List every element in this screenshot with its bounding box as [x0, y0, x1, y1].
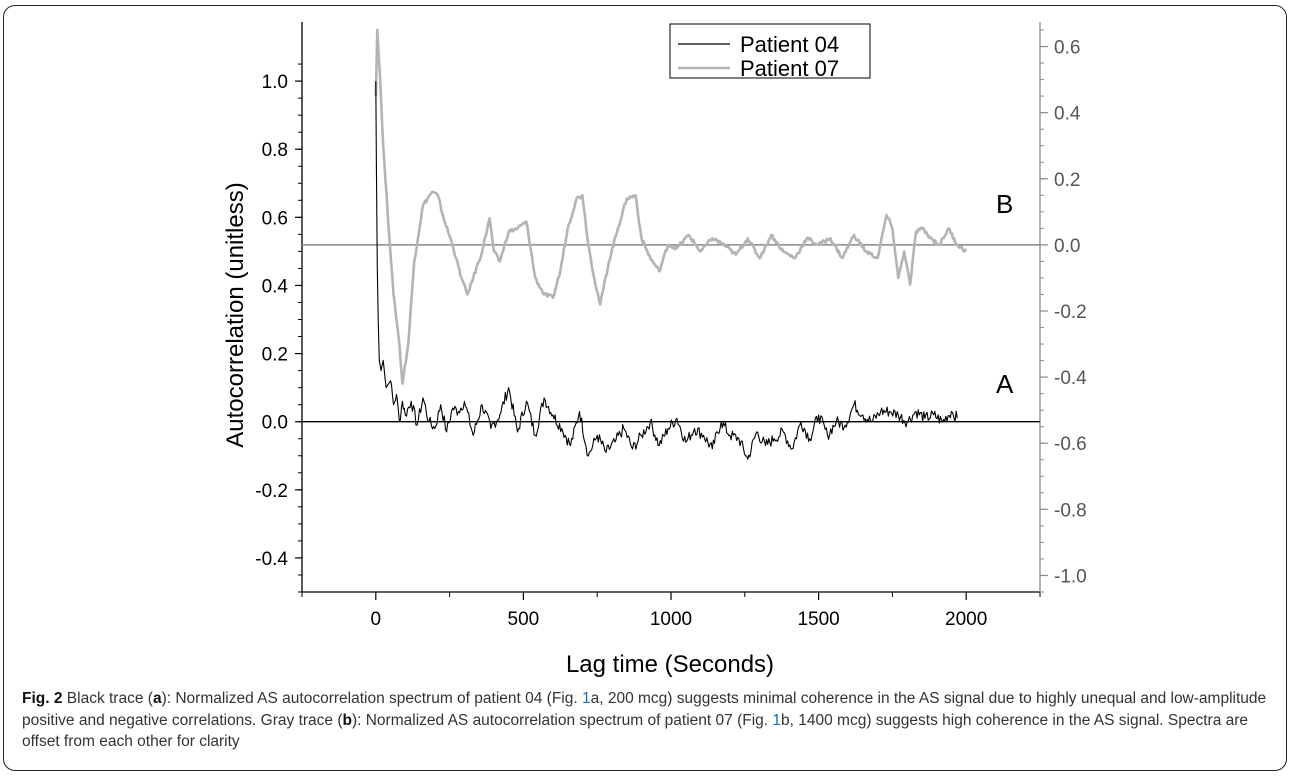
x-tick-label: 1000 [650, 609, 692, 630]
caption-text: a, 200 mcg) suggests minimal coherence i… [22, 690, 1267, 729]
figure-caption: Fig. 2 Black trace (a): Normalized AS au… [22, 688, 1272, 753]
y-tick-label: 0.8 [262, 140, 288, 161]
legend-label-patient-07: Patient 07 [740, 56, 839, 81]
y2-tick-label: -0.4 [1054, 368, 1087, 389]
y-tick-label: -0.2 [255, 481, 288, 502]
axes: -0.4 -0.2 0.0 0.2 0.4 0.6 0.8 1.0 0 500 1000 1500 20… [255, 22, 1087, 630]
caption-text: ): Normalized AS autocorrelation spectru… [351, 711, 773, 729]
y2-tick-label: -1.0 [1054, 566, 1087, 587]
x-tick-label: 500 [508, 609, 540, 630]
y-tick-label: 0.2 [262, 345, 288, 366]
series-line-patient-07 [374, 28, 968, 385]
chart: -0.4 -0.2 0.0 0.2 0.4 0.6 0.8 1.0 0 500 1000 1500 20… [222, 22, 1087, 678]
caption-fig-label: Fig. 2 [22, 690, 63, 707]
y2-tick-label: -0.2 [1054, 302, 1087, 323]
caption-text: b, 1400 mcg) suggests high coherence in … [22, 711, 1249, 751]
x-tick-label: 2000 [945, 609, 987, 630]
y2-tick-label: -0.8 [1054, 500, 1087, 521]
y2-tick-label: 0.4 [1054, 104, 1081, 125]
legend: Patient 04 Patient 07 [669, 23, 871, 81]
figure-frame [3, 5, 1287, 771]
y2-tick-label: 0.6 [1054, 38, 1080, 59]
x-tick-label: 0 [371, 609, 382, 630]
annotation-a: A [996, 369, 1014, 399]
caption-fig-ref-link[interactable]: 1 [772, 711, 782, 729]
series-line-patient-04 [375, 81, 958, 460]
y-tick-label: 0.0 [262, 413, 288, 434]
y2-tick-label: 0.2 [1054, 170, 1080, 191]
caption-trace-a: a [152, 690, 162, 707]
caption-text: ): Normalized AS autocorrelation spectru… [161, 690, 582, 707]
caption-text: Black trace ( [62, 690, 153, 707]
annotation-b: B [996, 189, 1013, 219]
x-axis-label: Lag time (Seconds) [566, 651, 774, 678]
y2-tick-label: 0.0 [1054, 236, 1080, 257]
y-axis-label: Autocorrelation (unitless) [222, 182, 249, 447]
series-layer [374, 28, 968, 460]
y-tick-label: 1.0 [262, 72, 288, 93]
caption-trace-b: b [342, 711, 352, 729]
y-tick-label: -0.4 [255, 549, 288, 570]
caption-fig-ref-link[interactable]: 1 [581, 690, 591, 707]
y-tick-label: 0.4 [262, 276, 289, 297]
y-tick-label: 0.6 [262, 208, 288, 229]
x-tick-label: 1500 [797, 609, 839, 630]
y2-tick-label: -0.6 [1054, 434, 1087, 455]
legend-label-patient-04: Patient 04 [740, 32, 839, 57]
